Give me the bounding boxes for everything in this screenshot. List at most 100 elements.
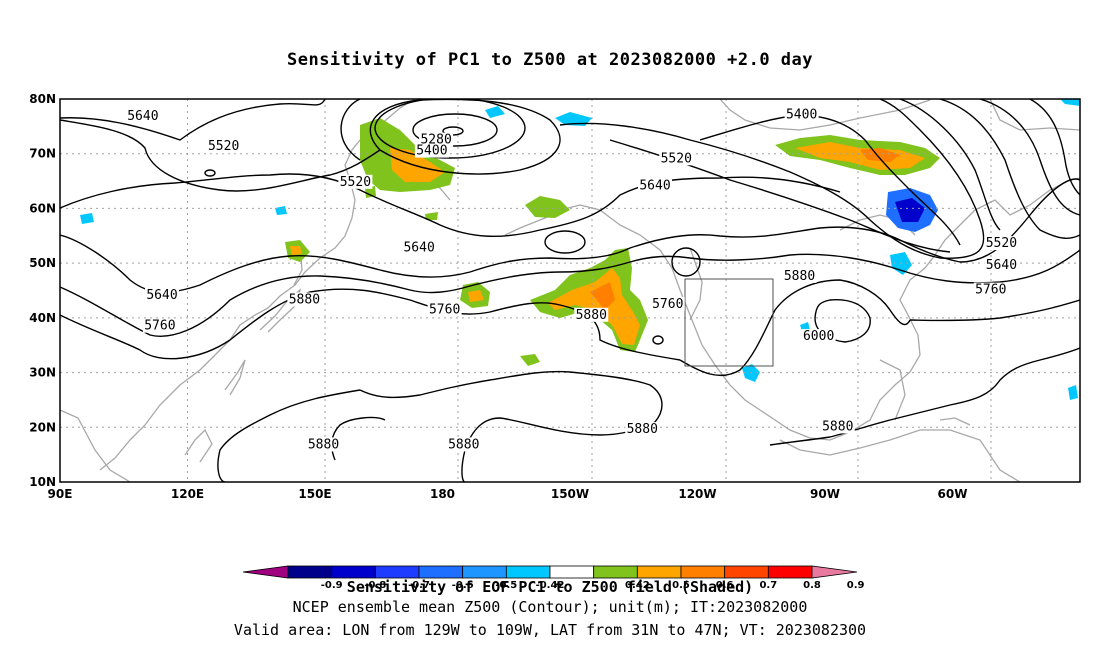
contour-label: 5880 bbox=[574, 307, 609, 323]
svg-text:5880: 5880 bbox=[822, 419, 853, 434]
colorbar-tick-label: 0.8 bbox=[803, 580, 821, 591]
footer-shading-caption: Sensitivity of EOF PC1 to Z500 field (Sh… bbox=[346, 578, 754, 596]
colorbar-tick-label: -0.6 bbox=[452, 580, 474, 591]
colorbar-cell bbox=[418, 565, 464, 579]
colorbar-cell bbox=[331, 565, 376, 579]
contour-label: 5520 bbox=[338, 174, 373, 190]
colorbar-tick-label: -0.9 bbox=[321, 580, 343, 591]
svg-text:5640: 5640 bbox=[146, 288, 177, 303]
colorbar-cell bbox=[811, 565, 858, 579]
colorbar-cell bbox=[505, 565, 551, 579]
svg-text:5520: 5520 bbox=[986, 236, 1017, 251]
colorbar-cell bbox=[593, 565, 638, 579]
colorbar-cell bbox=[680, 565, 726, 579]
x-tick-label: 90E bbox=[48, 487, 73, 501]
contour-label: 5640 bbox=[638, 178, 672, 194]
y-tick-label: 10N bbox=[29, 475, 56, 489]
colorbar-tick-label: -0.5 bbox=[495, 580, 517, 591]
contour-label: 5880 bbox=[446, 437, 481, 452]
svg-text:5640: 5640 bbox=[127, 109, 158, 124]
svg-text:5880: 5880 bbox=[784, 269, 815, 284]
colorbar-cell bbox=[462, 565, 507, 579]
svg-text:5880: 5880 bbox=[289, 292, 320, 307]
footer-valid-area-caption: Valid area: LON from 129W to 109W, LAT f… bbox=[233, 621, 867, 639]
contour-label: 5520 bbox=[984, 236, 1019, 251]
contour-label: 5400 bbox=[414, 143, 449, 159]
contour-label: 6000 bbox=[801, 329, 836, 344]
plot-frame bbox=[59, 98, 1081, 483]
contour-label: 5640 bbox=[984, 257, 1019, 273]
colorbar-tick-labels: -0.9 -0.8 -0.7 -0.6 -0.5 -0.42 0.42 0.5 0.6 0.7 0.… bbox=[321, 580, 865, 591]
chart-title: Sensitivity of PC1 to Z500 at 2023082000… bbox=[286, 50, 813, 70]
colorbar-tick-label: -0.7 bbox=[408, 580, 430, 591]
y-tick-label: 20N bbox=[29, 420, 56, 434]
x-tick-label: 150E bbox=[298, 487, 331, 501]
svg-text:5400: 5400 bbox=[786, 108, 817, 123]
valid-area-box bbox=[684, 278, 774, 367]
colorbar-tick-label: -0.42 bbox=[536, 580, 565, 591]
svg-text:5520: 5520 bbox=[661, 151, 692, 166]
contour-label: 5760 bbox=[427, 302, 462, 317]
contour-label: 5760 bbox=[973, 282, 1008, 298]
y-tick-label: 50N bbox=[29, 256, 56, 270]
x-tick-label: 120E bbox=[171, 487, 204, 501]
svg-text:5640: 5640 bbox=[986, 258, 1017, 273]
contour-label: 5880 bbox=[782, 268, 817, 284]
colorbar-tick-label: 0.42 bbox=[625, 580, 650, 591]
y-tick-label: 80N bbox=[29, 92, 56, 106]
svg-text:6000: 6000 bbox=[803, 329, 834, 344]
colorbar-cell bbox=[374, 565, 420, 579]
contour-label: 5880 bbox=[306, 437, 341, 452]
contour-label: 5880 bbox=[625, 422, 660, 437]
svg-text:5520: 5520 bbox=[208, 139, 239, 154]
map-plot: 5640552055205280540056405640576058805760… bbox=[29, 92, 1081, 501]
colorbar-tick-label: 0.5 bbox=[672, 580, 690, 591]
axis-labels: 90E 120E 150E 180 150W 120W 90W 60W 10N 20N 30N 40N… bbox=[29, 92, 967, 501]
contour-label: 5520 bbox=[206, 139, 241, 154]
svg-text:5880: 5880 bbox=[448, 437, 479, 452]
colorbar-boxes bbox=[242, 565, 858, 579]
svg-text:5760: 5760 bbox=[144, 319, 175, 334]
contour-label: 5400 bbox=[784, 107, 819, 123]
colorbar-tick-label: 0.7 bbox=[759, 580, 777, 591]
x-tick-label: 60W bbox=[938, 487, 968, 501]
x-tick-label: 90W bbox=[810, 487, 840, 501]
contour-label: 5640 bbox=[402, 240, 437, 255]
y-tick-label: 70N bbox=[29, 147, 56, 161]
contour-label: 5760 bbox=[650, 296, 685, 312]
contour-label: 5760 bbox=[142, 318, 177, 334]
svg-text:5880: 5880 bbox=[308, 437, 339, 452]
svg-text:5880: 5880 bbox=[576, 308, 607, 323]
svg-text:5760: 5760 bbox=[652, 297, 683, 312]
contour-label: 5520 bbox=[659, 151, 694, 166]
contour-labels: 5640552055205280540056405640576058805760… bbox=[125, 107, 1019, 452]
contour-label: 5880 bbox=[287, 292, 322, 307]
svg-text:5880: 5880 bbox=[627, 422, 658, 437]
colorbar-tick-label: -0.8 bbox=[364, 580, 386, 591]
contour-label: 5640 bbox=[125, 109, 160, 124]
colorbar-cell bbox=[724, 565, 769, 579]
svg-text:5760: 5760 bbox=[975, 283, 1006, 298]
colorbar: -0.9 -0.8 -0.7 -0.6 -0.5 -0.42 0.42 0.5 0.6 0.7 0.… bbox=[242, 565, 865, 591]
x-tick-label: 120W bbox=[678, 487, 716, 501]
y-tick-label: 40N bbox=[29, 311, 56, 325]
x-tick-label: 150W bbox=[551, 487, 589, 501]
colorbar-cell bbox=[767, 565, 813, 579]
footer-contour-caption: NCEP ensemble mean Z500 (Contour); unit(… bbox=[292, 598, 808, 616]
contour-label: 5880 bbox=[820, 419, 855, 434]
y-tick-label: 60N bbox=[29, 201, 56, 215]
svg-text:5640: 5640 bbox=[639, 179, 670, 194]
svg-text:5640: 5640 bbox=[403, 240, 434, 255]
y-tick-label: 30N bbox=[29, 366, 56, 380]
colorbar-cell bbox=[636, 565, 682, 579]
colorbar-tick-label: 0.9 bbox=[847, 580, 865, 591]
colorbar-cell bbox=[242, 565, 289, 579]
x-tick-label: 180 bbox=[430, 487, 455, 501]
svg-text:5400: 5400 bbox=[416, 144, 447, 159]
colorbar-cell bbox=[549, 565, 595, 579]
colorbar-cell bbox=[287, 565, 333, 579]
contour-label: 5640 bbox=[145, 288, 179, 303]
svg-text:5760: 5760 bbox=[429, 302, 460, 317]
colorbar-tick-label: 0.6 bbox=[716, 580, 734, 591]
svg-text:5520: 5520 bbox=[340, 175, 371, 190]
